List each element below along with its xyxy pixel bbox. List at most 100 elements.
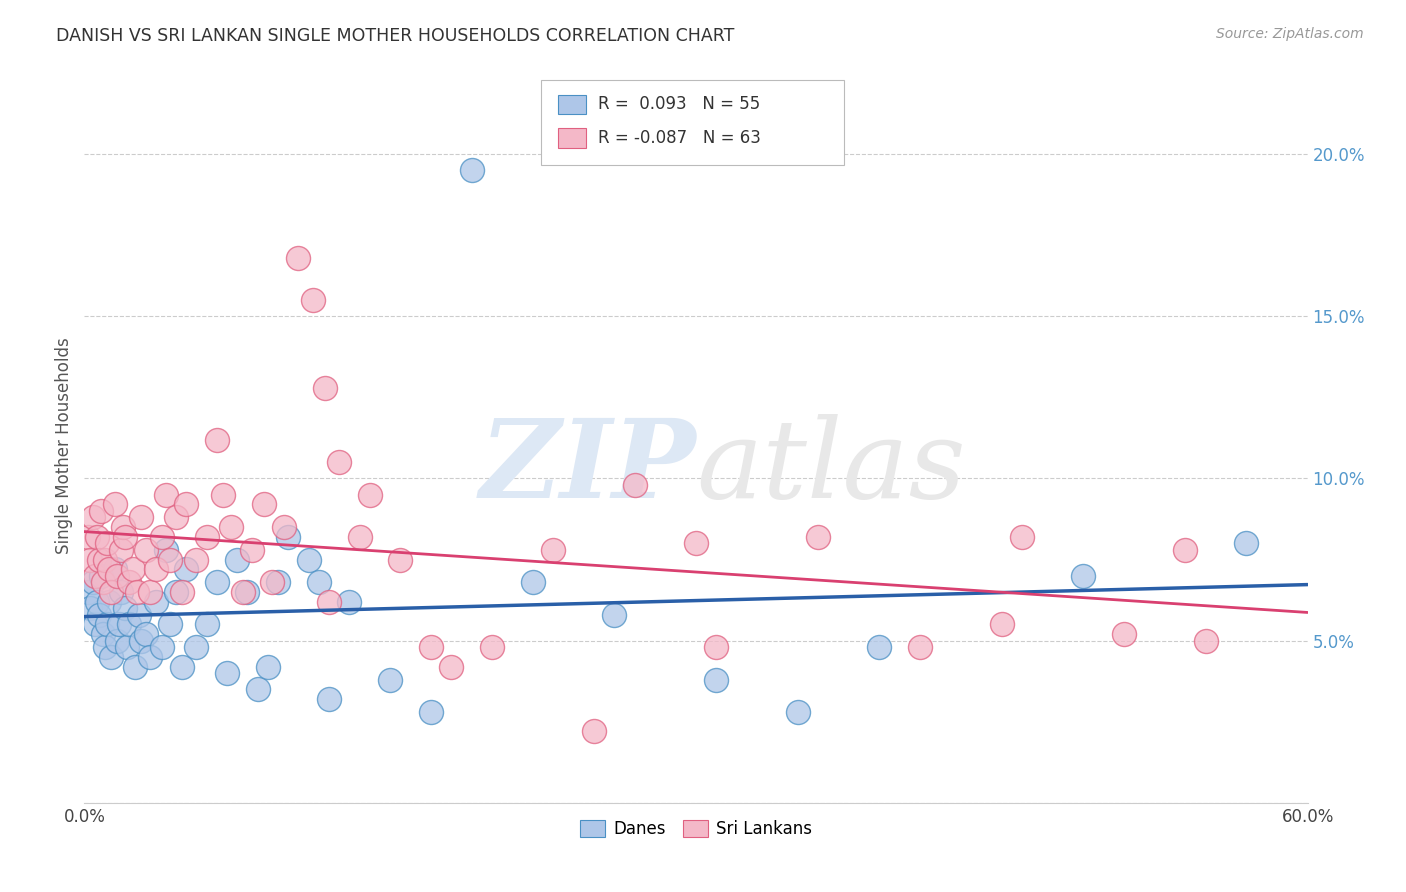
Point (145, 562, 167, 576)
Point (481, 640, 503, 654)
Point (624, 478, 647, 492)
Point (79, 552, 101, 566)
Point (128, 607, 150, 622)
Point (318, 595, 340, 609)
Point (869, 640, 891, 654)
Point (165, 585, 187, 599)
Point (685, 536, 707, 550)
Text: ZIP: ZIP (479, 414, 696, 521)
Point (273, 520, 295, 534)
Point (114, 530, 136, 544)
Point (83, 568, 105, 582)
Point (339, 595, 361, 609)
Point (124, 659, 146, 673)
Point (174, 497, 197, 511)
Point (174, 562, 197, 576)
Point (195, 530, 218, 544)
Point (287, 251, 309, 265)
Point (127, 585, 149, 599)
Point (155, 488, 177, 502)
Point (420, 640, 443, 654)
Point (420, 705, 443, 719)
Point (83, 617, 105, 632)
Point (706, 673, 728, 687)
Legend: Danes, Sri Lankans: Danes, Sri Lankans (574, 813, 818, 845)
Point (380, 673, 402, 687)
Point (96, 617, 118, 632)
Point (104, 497, 127, 511)
Point (100, 649, 122, 664)
Point (93, 552, 115, 566)
Point (150, 640, 173, 654)
Point (440, 659, 463, 673)
Y-axis label: Single Mother Households: Single Mother Households (55, 338, 73, 554)
Point (186, 552, 208, 566)
Point (807, 530, 830, 544)
Point (172, 585, 194, 599)
Point (96, 536, 118, 550)
Point (138, 649, 160, 664)
Point (522, 575, 544, 590)
Point (232, 585, 254, 599)
Point (79, 601, 101, 615)
Point (108, 617, 131, 632)
Point (114, 601, 136, 615)
Point (115, 640, 138, 654)
Point (122, 562, 145, 576)
Point (461, 163, 484, 178)
Point (359, 488, 381, 502)
Point (118, 575, 141, 590)
Point (787, 705, 810, 719)
Point (97, 595, 120, 609)
Point (110, 585, 132, 599)
Text: R = -0.087   N = 63: R = -0.087 N = 63 (598, 129, 761, 147)
Point (91, 627, 114, 641)
Point (105, 568, 128, 582)
Point (91, 575, 114, 590)
Point (110, 542, 132, 557)
Point (90, 568, 112, 582)
Point (87, 607, 110, 622)
Point (172, 659, 194, 673)
Point (205, 433, 228, 447)
Point (93, 640, 115, 654)
Text: R =  0.093   N = 55: R = 0.093 N = 55 (598, 95, 759, 113)
Point (603, 607, 626, 622)
Point (246, 682, 269, 697)
Point (97, 562, 120, 576)
Point (318, 692, 340, 706)
Point (267, 575, 290, 590)
Point (349, 530, 371, 544)
Point (131, 510, 153, 524)
Point (138, 585, 160, 599)
Point (86, 530, 108, 544)
Point (301, 293, 323, 307)
Point (1236, 536, 1258, 550)
Point (1011, 530, 1033, 544)
Point (82, 575, 104, 590)
Point (706, 640, 728, 654)
Point (226, 552, 249, 566)
Point (105, 633, 128, 648)
Point (910, 640, 932, 654)
Point (212, 488, 235, 502)
Point (131, 633, 153, 648)
Point (991, 617, 1014, 632)
Text: atlas: atlas (696, 414, 966, 521)
Point (155, 542, 177, 557)
Point (583, 724, 606, 739)
Point (1195, 633, 1218, 648)
Point (236, 585, 259, 599)
Point (1114, 627, 1136, 641)
Point (186, 640, 208, 654)
Point (298, 552, 321, 566)
Point (217, 666, 239, 681)
Point (159, 617, 181, 632)
Point (100, 585, 122, 599)
Point (150, 530, 173, 544)
Point (135, 627, 157, 641)
Point (543, 542, 565, 557)
Text: Source: ZipAtlas.com: Source: ZipAtlas.com (1216, 27, 1364, 41)
Point (165, 510, 187, 524)
Point (328, 455, 350, 469)
